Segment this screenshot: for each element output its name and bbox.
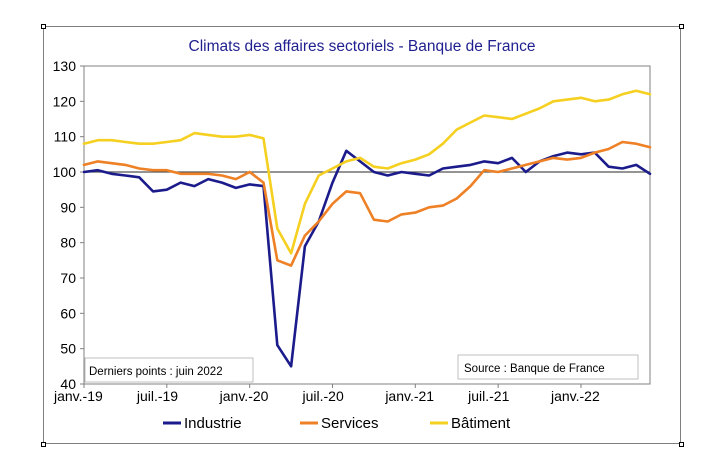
resize-handle-bottom-left[interactable] [41,442,46,447]
y-tick-label: 100 [53,164,77,180]
y-tick-label: 90 [60,199,76,215]
resize-handle-bottom-right[interactable] [679,442,684,447]
y-tick-label: 80 [60,235,76,251]
x-tick-label: juil.-21 [467,388,509,404]
note-source: Source : Banque de France [464,363,605,375]
y-tick-label: 40 [60,376,76,392]
x-tick-label: janv.-19 [53,388,103,404]
y-tick-label: 60 [60,305,76,321]
plot-area [83,65,651,385]
y-tick-label: 110 [54,129,77,145]
series-line-services [82,140,652,267]
resize-handle-top-left[interactable] [41,24,46,29]
note-last-points: Derniers points : juin 2022 [89,366,223,378]
y-tick-label: 70 [60,270,76,286]
y-tick-label: 120 [53,93,77,109]
series-line-btiment [82,89,652,255]
chart-frame [43,26,681,444]
legend-label: Industrie [184,415,242,432]
x-tick-label: janv.-22 [550,388,600,404]
resize-handle-top-right[interactable] [679,24,684,29]
legend-label: Bâtiment [451,415,511,432]
x-tick-label: janv.-21 [384,388,434,404]
chart-title: Climats des affaires sectoriels - Banque… [188,38,536,55]
y-tick-label: 130 [53,58,77,74]
series-line-industrie [82,149,652,368]
x-tick-label: janv.-20 [219,388,269,404]
note-box-left [84,357,254,383]
legend: Industrie Services Bâtiment [163,415,511,432]
series-lines [82,89,652,368]
note-box-right [457,354,639,380]
x-tick-label: juil.-19 [136,388,178,404]
y-tick-label: 50 [60,341,76,357]
x-axis-tick-labels: janv.-19 juil.-19 janv.-20 juil.-20 janv.-21… [53,384,600,404]
y-axis-tick-labels: 40 50 60 70 80 90 100 110 120 130 [53,58,84,392]
x-tick-label: juil.-20 [301,388,343,404]
legend-label: Services [321,415,379,432]
